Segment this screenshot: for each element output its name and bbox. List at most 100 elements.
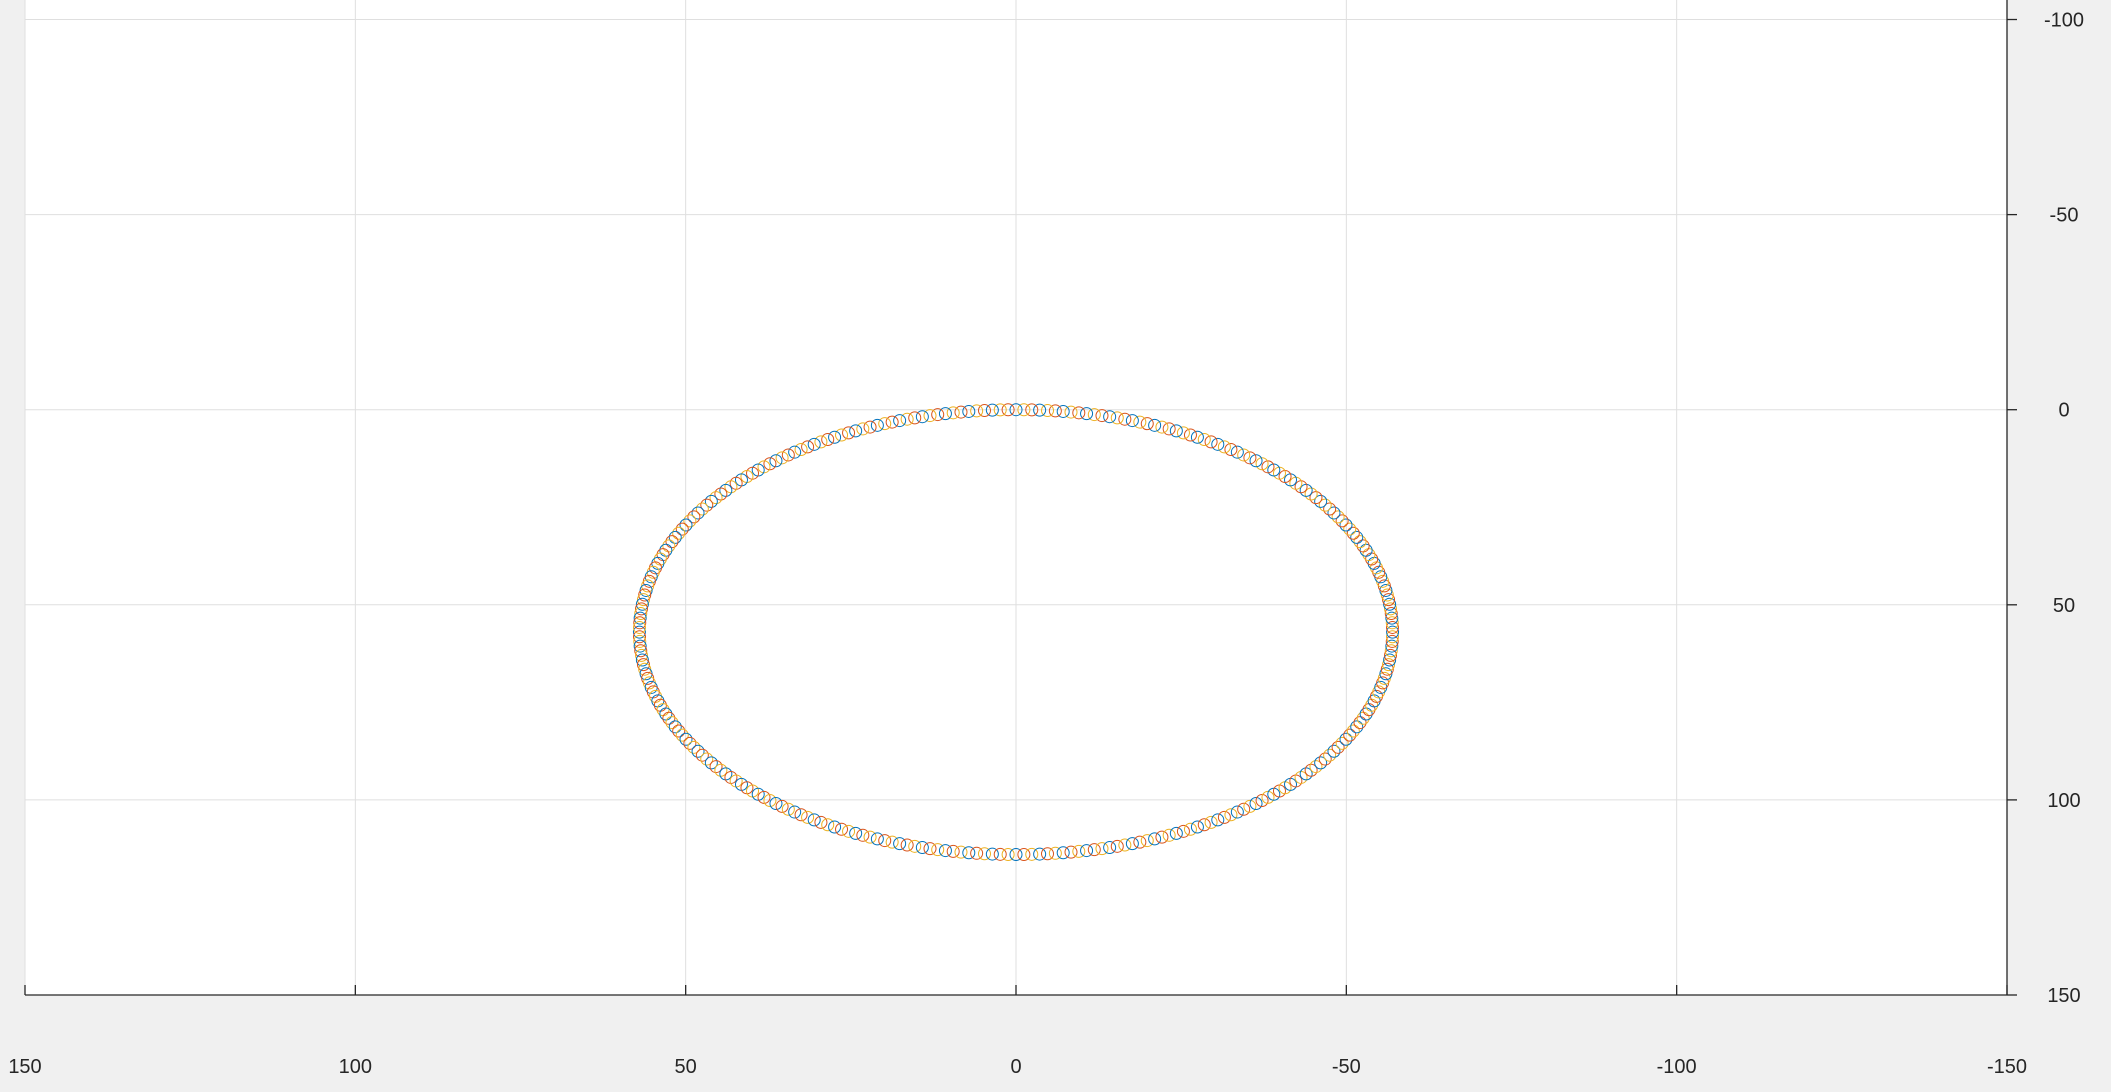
data-point — [1176, 824, 1190, 838]
data-point — [863, 420, 877, 434]
data-point — [1103, 841, 1117, 855]
data-point — [691, 506, 705, 520]
data-point — [828, 430, 842, 444]
data-point — [794, 808, 808, 822]
data-point — [1230, 805, 1244, 819]
y-tick-label: 150 — [2047, 985, 2080, 1007]
data-point — [1331, 740, 1345, 754]
data-point — [665, 535, 679, 549]
x-tick-label: -50 — [1332, 1056, 1361, 1078]
data-point — [1080, 407, 1094, 421]
data-point — [1140, 834, 1154, 848]
data-point — [1009, 848, 1023, 862]
data-point — [1125, 414, 1139, 428]
data-point — [633, 616, 647, 630]
data-point — [1335, 514, 1349, 528]
data-point — [1025, 847, 1039, 861]
data-point — [1237, 448, 1251, 462]
data-point — [1033, 403, 1047, 417]
data-point — [977, 847, 991, 861]
data-point — [1243, 799, 1257, 813]
data-point — [1140, 417, 1154, 431]
data-point — [970, 404, 984, 418]
data-point — [704, 494, 718, 508]
data-point — [1384, 644, 1398, 658]
data-point — [993, 403, 1007, 417]
data-point — [1176, 426, 1190, 440]
data-point — [757, 790, 771, 804]
data-point — [1384, 602, 1398, 616]
data-point — [893, 837, 907, 851]
data-point — [1261, 460, 1275, 474]
data-point — [659, 707, 673, 721]
data-point — [1335, 736, 1349, 750]
data-point — [635, 653, 649, 667]
data-point — [700, 498, 714, 512]
data-point — [870, 832, 884, 846]
data-point — [1299, 767, 1313, 781]
data-point — [849, 826, 863, 840]
data-point — [781, 802, 795, 816]
data-point — [634, 644, 648, 658]
data-point — [1217, 810, 1231, 824]
data-point — [985, 403, 999, 417]
data-point — [870, 418, 884, 432]
data-point — [635, 597, 649, 611]
data-point — [1162, 422, 1176, 436]
y-tick-label: 50 — [2053, 595, 2075, 617]
data-point — [915, 841, 929, 855]
data-point — [675, 728, 689, 742]
data-point — [1339, 732, 1353, 746]
data-point — [954, 405, 968, 419]
data-point — [634, 602, 648, 616]
data-point — [632, 625, 646, 639]
data-point — [1380, 662, 1394, 676]
data-point — [946, 844, 960, 858]
data-points — [632, 403, 1400, 862]
data-point — [1309, 491, 1323, 505]
data-point — [1249, 796, 1263, 810]
data-point — [675, 522, 689, 536]
data-point — [1190, 820, 1204, 834]
data-point — [763, 457, 777, 471]
data-point — [1353, 716, 1367, 730]
data-point — [1383, 597, 1397, 611]
data-point — [1072, 406, 1086, 420]
x-tick-label: -100 — [1657, 1056, 1697, 1078]
data-point — [835, 428, 849, 442]
data-point — [923, 842, 937, 856]
data-point — [1001, 847, 1015, 861]
data-point — [1224, 808, 1238, 822]
data-point — [775, 799, 789, 813]
data-point — [1385, 611, 1399, 625]
data-point — [1304, 763, 1318, 777]
y-tick-label: 0 — [2058, 400, 2069, 422]
data-point — [1197, 433, 1211, 446]
data-point — [1217, 440, 1231, 454]
data-point — [856, 828, 870, 842]
data-point — [638, 588, 652, 602]
data-point — [842, 426, 856, 440]
data-point — [801, 810, 815, 824]
data-point — [763, 793, 777, 807]
data-point — [821, 818, 835, 832]
data-point — [1169, 826, 1183, 840]
data-point — [633, 639, 647, 653]
data-point — [665, 716, 679, 730]
data-point — [1327, 744, 1341, 758]
data-point — [1356, 539, 1370, 553]
data-point — [878, 834, 892, 848]
data-point — [633, 611, 647, 625]
data-point — [1384, 607, 1398, 621]
data-point — [1343, 522, 1357, 536]
data-point — [633, 630, 646, 644]
data-point — [962, 846, 976, 860]
data-point — [1017, 403, 1031, 417]
data-point — [775, 451, 789, 465]
data-point — [683, 736, 697, 750]
data-point — [1385, 639, 1399, 653]
data-point — [931, 843, 945, 857]
data-point — [1386, 620, 1399, 634]
data-point — [636, 593, 650, 607]
data-point — [1017, 847, 1031, 861]
